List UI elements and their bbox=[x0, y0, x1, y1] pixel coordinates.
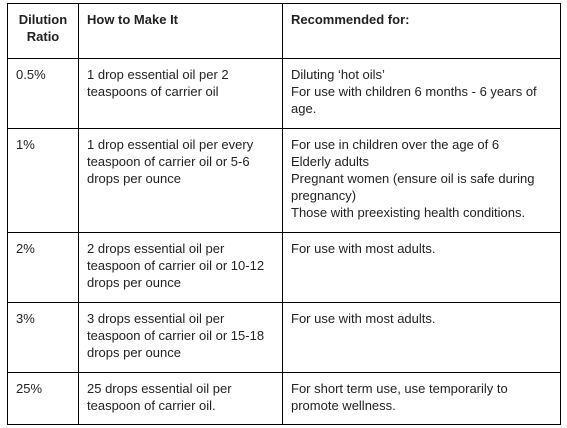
cell-line: Diluting ‘hot oils’ bbox=[291, 67, 385, 82]
header-row: Dilution Ratio How to Make It Recommended … bbox=[7, 3, 561, 59]
header-cell: Dilution Ratio bbox=[7, 3, 79, 59]
table-row: 0.5% 1 drop essential oil per 2 teaspoons… bbox=[7, 58, 561, 129]
cell: For use in children over the age of 6 Eld… bbox=[282, 128, 561, 233]
header-cell: Recommended for: bbox=[282, 3, 561, 59]
cell: For use with most adults. bbox=[282, 232, 561, 303]
cell: 1 drop essential oil per 2 teaspoons of … bbox=[78, 58, 283, 129]
cell: 25 drops essential oil per teaspoon of c… bbox=[78, 372, 283, 425]
table-row: 2% 2 drops essential oil per teaspoon of … bbox=[7, 232, 561, 303]
cell: 2% bbox=[7, 232, 79, 303]
cell: 1 drop essential oil per every teaspoon … bbox=[78, 128, 283, 233]
cell-line: For short term use, use temporarily to p… bbox=[291, 381, 508, 413]
cell-line: For use in children over the age of 6 bbox=[291, 137, 500, 152]
cell-line: For use with children 6 months - 6 years… bbox=[291, 84, 537, 116]
cell-line: For use with most adults. bbox=[291, 311, 436, 326]
cell-line: Those with preexisting health conditions… bbox=[291, 205, 526, 220]
header-cell: How to Make It bbox=[78, 3, 283, 59]
table-row: 1% 1 drop essential oil per every teaspoo… bbox=[7, 128, 561, 233]
cell: 25% bbox=[7, 372, 79, 425]
cell-line: Elderly adults bbox=[291, 154, 370, 169]
cell: 3 drops essential oil per teaspoon of ca… bbox=[78, 302, 283, 373]
cell: 0.5% bbox=[7, 58, 79, 129]
cell-line: Pregnant women (ensure oil is safe durin… bbox=[291, 171, 535, 203]
cell: For short term use, use temporarily to p… bbox=[282, 372, 561, 425]
table-row: 25% 25 drops essential oil per teaspoon o… bbox=[7, 372, 561, 425]
dilution-table: Dilution Ratio How to Make It Recommended … bbox=[7, 3, 561, 425]
table-row: 3% 3 drops essential oil per teaspoon of … bbox=[7, 302, 561, 373]
cell: 1% bbox=[7, 128, 79, 233]
cell: 2 drops essential oil per teaspoon of ca… bbox=[78, 232, 283, 303]
cell: For use with most adults. bbox=[282, 302, 561, 373]
cell-line: For use with most adults. bbox=[291, 241, 436, 256]
cell: Diluting ‘hot oils’ For use with children… bbox=[282, 58, 561, 129]
cell: 3% bbox=[7, 302, 79, 373]
